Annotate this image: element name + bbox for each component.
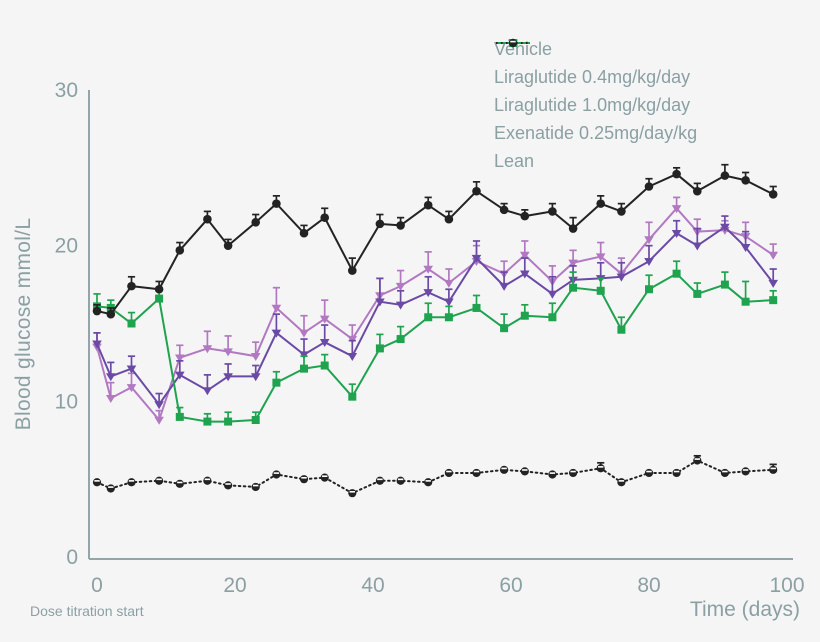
series-exenatide-0-25mg-day-kg <box>93 260 778 426</box>
x-tick-label-60: 60 <box>499 574 522 597</box>
legend-item-liraglutide-1-0mg-kg-day: Liraglutide 1.0mg/kg/day <box>494 39 697 119</box>
markers-liraglutide-0-4mg-kg-day <box>92 205 778 425</box>
error-bars-vehicle <box>93 163 777 315</box>
x-axis-title: Time (days) <box>689 598 800 621</box>
y-tick-label-30: 30 <box>55 79 78 102</box>
legend-label-liraglutide-1-0mg-kg-day: Liraglutide 1.0mg/kg/day <box>494 94 691 115</box>
x-tick-label-40: 40 <box>361 574 384 597</box>
y-tick-label-20: 20 <box>55 235 78 258</box>
legend-item-exenatide-0-25mg-day-kg: Exenatide 0.25mg/day/kg <box>494 39 698 147</box>
tick-labels: 0 10 20 30 0 20 40 60 80 100 <box>55 79 805 597</box>
legend-swatch-lean <box>496 38 530 48</box>
y-tick-label-10: 10 <box>55 390 78 413</box>
x-tick-label-100: 100 <box>769 574 804 597</box>
x-tick-label-80: 80 <box>637 574 660 597</box>
series-liraglutide-1-0mg-kg-day <box>92 215 778 410</box>
y-axis-title: Blood glucose mmol/L <box>12 217 35 431</box>
axes <box>88 90 793 560</box>
legend-label-liraglutide-0-4mg-kg-day: Liraglutide 0.4mg/kg/day <box>494 66 691 87</box>
x-tick-label-20: 20 <box>223 574 246 597</box>
legend-item-liraglutide-0-4mg-kg-day: Liraglutide 0.4mg/kg/day <box>494 39 697 91</box>
legend-label-lean: Lean <box>494 150 535 171</box>
markers-lean <box>92 456 778 498</box>
markers-vehicle <box>92 169 778 319</box>
legend-label-exenatide-0-25mg-day-kg: Exenatide 0.25mg/day/kg <box>494 122 698 143</box>
markers-exenatide-0-25mg-day-kg <box>93 269 778 426</box>
dose-titration-note: Dose titration start <box>30 603 144 619</box>
chart-legend: Vehicle Liraglutide 0.4mg/kg/day Liragluti… <box>494 35 697 175</box>
error-bars-liraglutide-1-0mg-kg-day <box>93 215 777 405</box>
legend-item-lean: Lean <box>494 38 697 175</box>
error-bars-exenatide-0-25mg-day-kg <box>93 260 777 422</box>
x-tick-label-0: 0 <box>91 574 103 597</box>
series-lean <box>92 454 778 498</box>
error-bars-lean <box>597 454 777 470</box>
markers-liraglutide-1-0mg-kg-day <box>92 223 778 410</box>
y-tick-label-0: 0 <box>66 546 78 569</box>
series-vehicle <box>92 163 778 319</box>
